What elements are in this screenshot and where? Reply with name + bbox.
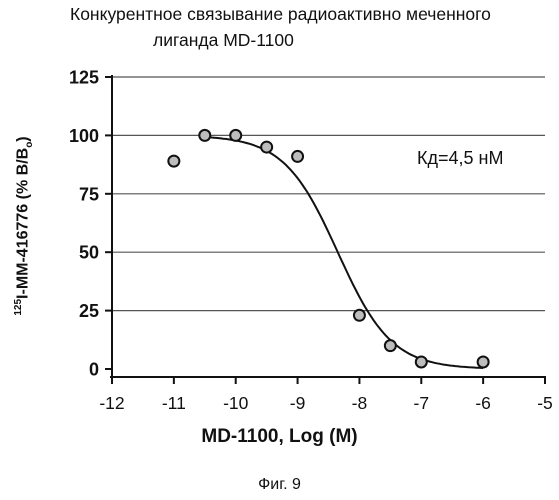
x-tick-label: -10 [223,393,249,413]
x-tick-label: -11 [162,393,186,413]
data-point [261,142,272,153]
y-axis-label-close: ) [15,136,32,141]
data-point [230,130,241,141]
x-tick-label: -7 [414,393,430,413]
y-tick-label: 75 [79,184,99,204]
x-tick-label: -8 [352,393,368,413]
data-point [385,340,396,351]
x-axis-label: MD-1100, Log (M) [0,426,559,448]
data-point [354,310,365,321]
y-axis-label-main: I-MM-416776 (% B/B [15,148,32,299]
y-tick-label: 125 [69,68,99,88]
y-tick-label: 0 [89,360,99,380]
y-axis-label-subscript: o [24,142,35,148]
kd-annotation: Кд=4,5 нМ [417,148,503,169]
y-tick-label: 50 [79,243,99,263]
data-point [292,151,303,162]
data-point [199,130,210,141]
figure-caption: Фиг. 9 [0,476,559,494]
x-tick-label: -9 [290,393,306,413]
y-axis-label-superscript: 125 [13,299,24,316]
y-tick-label: 25 [79,301,99,321]
x-tick-label: -12 [99,393,124,413]
x-tick-label: -5 [537,393,553,413]
y-axis-label: 125I-MM-416776 (% B/Bo) [13,136,35,315]
y-tick-label: 100 [69,126,99,146]
data-point [478,356,489,367]
data-point [168,156,179,167]
x-tick-label: -6 [475,393,491,413]
data-point [416,356,427,367]
